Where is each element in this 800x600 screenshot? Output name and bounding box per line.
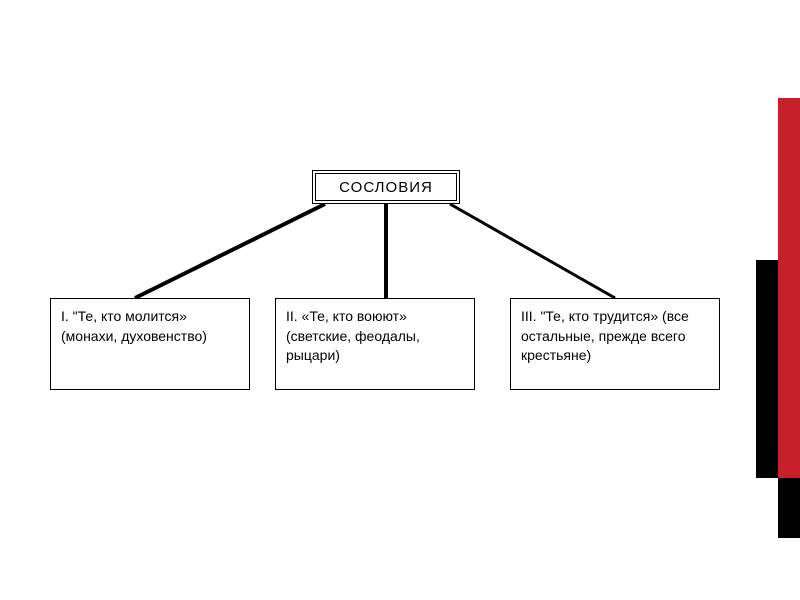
child-text-1: I. "Те, кто молится» (монахи, духовенств… [61,307,239,346]
edge-1 [135,204,325,298]
accent-bar-black-2 [778,478,800,538]
accent-bar-red [778,98,800,478]
child-node-2: II. «Те, кто воюют» (светские, феодалы, … [275,298,475,390]
root-label: СОСЛОВИЯ [339,179,433,196]
child-text-3: III. "Те, кто трудится» (все остальные, … [521,307,709,366]
accent-bar-black-1 [756,260,778,478]
diagram-tree: СОСЛОВИЯ I. "Те, кто молится» (монахи, д… [50,170,730,430]
child-node-1: I. "Те, кто молится» (монахи, духовенств… [50,298,250,390]
root-node: СОСЛОВИЯ [312,170,460,204]
child-node-3: III. "Те, кто трудится» (все остальные, … [510,298,720,390]
child-text-2: II. «Те, кто воюют» (светские, феодалы, … [286,307,464,366]
edge-3 [450,204,615,298]
